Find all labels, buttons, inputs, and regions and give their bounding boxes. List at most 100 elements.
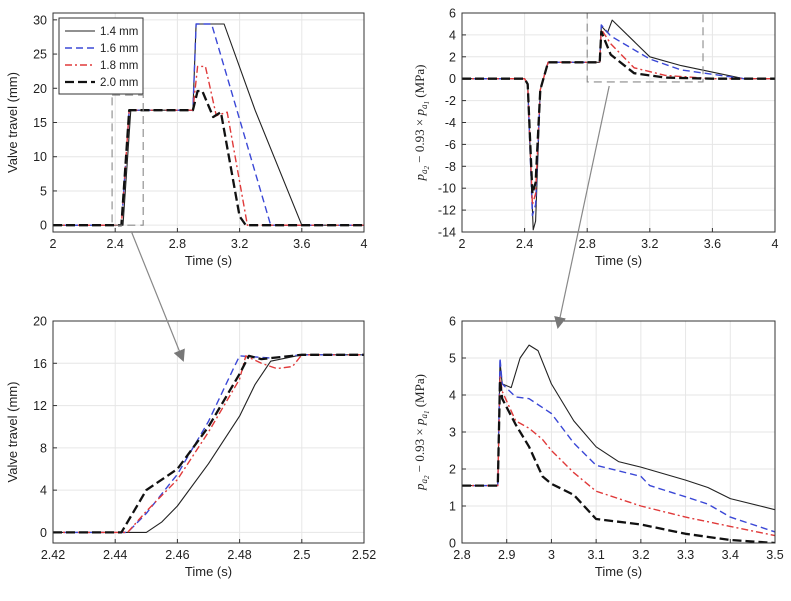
y-tick-label: 4 [449,389,456,403]
zoom-connector-arrow [130,230,185,362]
y-axis-label-unit: (MPa) [412,374,427,410]
x-tick-label: 2.8 [579,237,596,251]
y-axis-label-p1: p [412,173,427,181]
x-tick-label: 2 [459,237,466,251]
legend: 1.4 mm 1.6 mm 1.8 mm 2.0 mm [58,17,144,95]
y-tick-label: 25 [33,48,47,62]
y-tick-label: 0 [449,72,456,86]
series-group [462,19,775,231]
legend-label: 1.6 mm [100,43,138,55]
y-axis-label-sub2b: 1 [423,101,431,105]
x-tick-label: 2.42 [41,548,65,562]
y-tick-label: -10 [438,182,456,196]
y-axis-label-p2: p [412,109,427,117]
chart-panel-top-right: 2 2.4 2.8 3.2 3.6 4 -14 -12 -10 -8 -6 -4 -2 0 2 4 6 Time … [412,7,779,269]
y-axis-label-mid: − 0.93 × [412,425,427,475]
y-tick-label: 30 [33,13,47,27]
y-tick-label: 1 [449,500,456,514]
y-tick-label: -14 [438,226,456,240]
chart-panel-bottom-left: 2.42 2.44 2.46 2.48 2.5 2.52 0 4 8 12 16 20 Time (s)… [5,315,376,580]
x-tick-label: 2 [50,237,57,251]
legend-label: 1.8 mm [100,60,138,72]
series-line-1_8-mm [462,28,775,206]
x-tick-label: 2.52 [352,548,376,562]
x-axis-label: Time (s) [595,253,642,268]
y-tick-label: 2 [449,463,456,477]
series-group [462,344,775,543]
x-tick-label: 3.2 [231,237,248,251]
x-axis-label: Time (s) [185,564,232,579]
x-tick-label: 3.6 [704,237,721,251]
x-axis-label: Time (s) [185,253,232,268]
y-tick-label: -12 [438,204,456,218]
y-tick-label: 12 [33,399,47,413]
zoom-box [111,94,144,226]
y-tick-label: 10 [33,150,47,164]
y-tick-label: 4 [40,484,47,498]
x-tick-label: 2.44 [103,548,127,562]
y-tick-label: 4 [449,28,456,42]
x-tick-label: 2.8 [169,237,186,251]
series-line-1_8-mm [53,65,364,226]
y-tick-label: 8 [40,441,47,455]
series-line-1_4-mm [462,344,775,511]
y-tick-label: 2 [449,50,456,64]
plot-frame [461,320,776,544]
x-axis-label: Time (s) [595,564,642,579]
x-tick-label: 2.8 [453,548,470,562]
x-tick-label: 4 [772,237,779,251]
y-tick-label: 5 [449,352,456,366]
series-line-1_6-mm [53,23,364,226]
x-tick-label: 3.1 [587,548,604,562]
y-tick-label: -4 [445,116,456,130]
x-tick-label: 3.2 [641,237,658,251]
y-axis-label-sub1b: 2 [423,165,431,169]
y-tick-label: 0 [40,526,47,540]
x-tick-label: 2.9 [498,548,515,562]
y-axis-label-sub1: a [419,169,429,174]
series-line-2_0-mm [462,30,775,195]
x-tick-label: 4 [361,237,368,251]
series-line-1_4-mm [53,354,364,533]
zoom-connector-arrow [554,85,610,329]
x-tick-label: 2.5 [293,548,310,562]
series-line-1_6-mm [53,354,364,534]
series-group [53,353,364,534]
y-tick-label: -2 [445,94,456,108]
series-line-1_8-mm [462,375,775,537]
y-tick-label: 6 [449,315,456,329]
x-tick-label: 3.4 [722,548,739,562]
y-tick-label: 20 [33,315,47,329]
y-tick-label: 3 [449,426,456,440]
legend-label: 1.4 mm [100,26,138,38]
series-line-1_6-mm [462,24,775,217]
y-axis-label-p2: p [412,418,427,426]
y-axis-label-sub1: a [419,478,429,483]
y-axis-label-p1: p [412,483,427,491]
x-tick-label: 3.6 [293,237,310,251]
chart-panel-top-left: 2 2.4 2.8 3.2 3.6 4 0 5 10 15 20 25 30 Time (s) Valve … [5,12,368,268]
series-line-1_6-mm [462,357,775,533]
series-line-2_0-mm [53,89,364,227]
y-axis-label-sub1b: 2 [423,475,431,479]
x-tick-label: 3 [548,548,555,562]
x-tick-label: 2.4 [516,237,533,251]
y-tick-label: 0 [40,219,47,233]
y-tick-label: -8 [445,160,456,174]
plot-frame [461,12,776,233]
plot-frame [52,12,365,233]
legend-label: 2.0 mm [100,77,138,89]
series-line-2_0-mm [53,353,364,534]
y-axis-label: Valve travel (mm) [5,72,20,173]
x-tick-label: 3.2 [632,548,649,562]
zoom-box [586,12,704,83]
plot-frame [52,320,365,544]
y-tick-label: 6 [449,7,456,21]
x-tick-label: 3.3 [677,548,694,562]
y-tick-label: 15 [33,116,47,130]
y-axis-label: pa2 − 0.93 × pa1 (MPa) [412,65,431,182]
y-tick-label: -6 [445,138,456,152]
y-axis-label-mid: − 0.93 × [412,116,427,166]
series-line-2_0-mm [462,379,775,543]
